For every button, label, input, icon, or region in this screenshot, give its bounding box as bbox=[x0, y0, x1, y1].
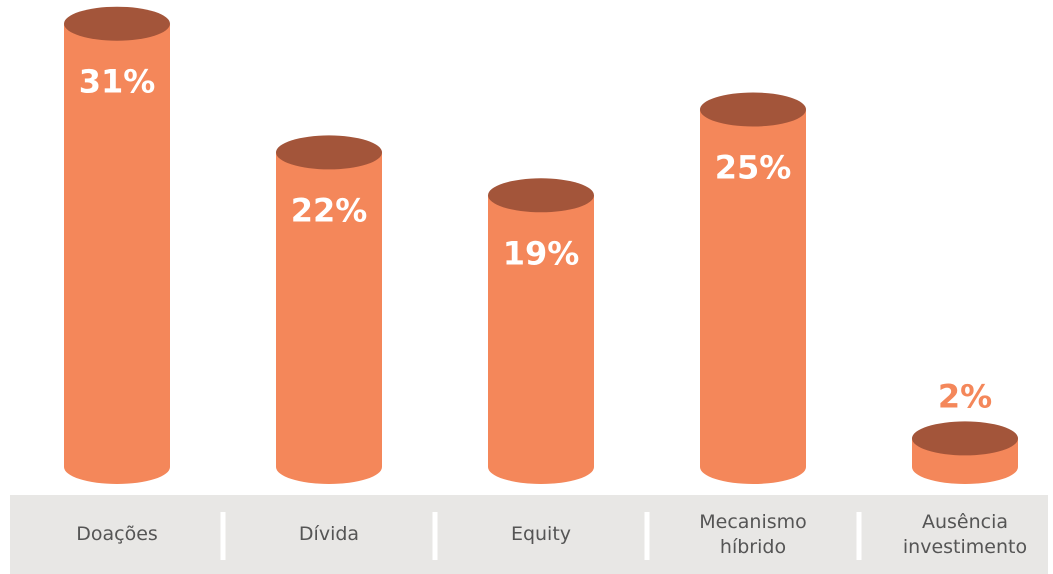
cylinder-top bbox=[912, 421, 1018, 456]
cylinder bbox=[912, 421, 1018, 484]
cylinder-body bbox=[700, 109, 806, 484]
category-label: Ausência investimento bbox=[902, 510, 1028, 558]
cylinder-top bbox=[700, 92, 806, 127]
cylinder bbox=[700, 92, 806, 484]
value-label: 2% bbox=[938, 377, 992, 415]
category-label: Dívida bbox=[298, 523, 360, 546]
cylinder bbox=[276, 135, 382, 484]
cylinder bbox=[64, 6, 170, 484]
category-label: Equity bbox=[510, 523, 572, 546]
value-label: 22% bbox=[291, 191, 368, 229]
category-band bbox=[10, 495, 1048, 574]
cylinder-top bbox=[488, 178, 594, 213]
cylinder-body bbox=[64, 23, 170, 484]
cylinder-body bbox=[488, 195, 594, 485]
cylinder-body bbox=[276, 152, 382, 484]
category-label: Mecanismo híbrido bbox=[699, 510, 807, 558]
cylinder bbox=[488, 178, 594, 485]
value-label: 31% bbox=[79, 63, 156, 101]
category-label: Doações bbox=[76, 523, 158, 546]
cylinder-top bbox=[64, 6, 170, 41]
separators bbox=[220, 512, 862, 560]
value-label: 25% bbox=[715, 149, 792, 187]
value-label: 19% bbox=[503, 234, 580, 272]
cylinder-top bbox=[276, 135, 382, 170]
